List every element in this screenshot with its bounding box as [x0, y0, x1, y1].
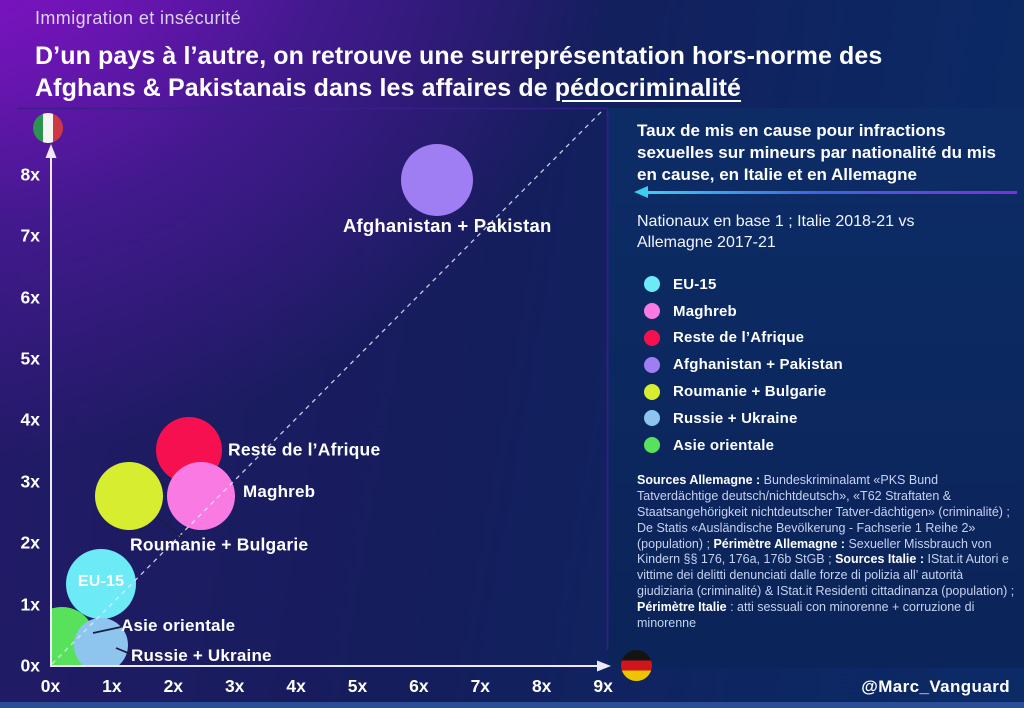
plot-area: [51, 108, 608, 666]
legend-item-asie-orientale: Asie orientale: [644, 432, 843, 459]
legend-item-reste-de-l-afrique: Reste de l’Afrique: [644, 325, 843, 352]
y-tick-1x: 1x: [20, 594, 40, 615]
author-handle: @Marc_Vanguard: [861, 677, 1010, 696]
legend-item-russie-ukraine: Russie + Ukraine: [644, 405, 843, 432]
perimetre-allemagne-label: Périmètre Allemagne :: [713, 536, 845, 551]
y-tick-7x: 7x: [20, 225, 40, 246]
legend-item-label: Roumanie + Bulgarie: [673, 383, 827, 401]
sources-allemagne-label: Sources Allemagne :: [637, 473, 761, 487]
bubble-afghanistan-pakistan: [400, 143, 473, 216]
x-tick-6x: 6x: [409, 676, 429, 696]
sources-text: Sources Allemagne : Bundeskriminalamt «P…: [637, 473, 1021, 632]
x-tick-9x: 9x: [593, 676, 613, 696]
x-tick-3x: 3x: [224, 676, 245, 696]
x-tick-2x: 2x: [163, 676, 184, 696]
sources-italie-body: IStat.it Autori e vittime dei delitti de…: [637, 552, 1015, 599]
bubble-label-eu-15: EU-15: [77, 573, 125, 590]
bubble-label-asie-orientale: Asie orientale: [121, 616, 236, 635]
y-tick-2x: 2x: [20, 532, 40, 553]
legend-item-eu-15: EU-15: [644, 271, 843, 298]
legend-dot-icon: [644, 437, 660, 454]
bubble-label-maghreb: Maghreb: [243, 482, 316, 501]
y-tick-5x: 5x: [20, 348, 40, 369]
germany-flag-icon: [621, 650, 652, 681]
y-tick-8x: 8x: [20, 164, 40, 185]
bubble-maghreb: [166, 461, 235, 530]
legend-dot-icon: [644, 303, 660, 320]
info-panel: Taux de mis en cause pour infractions se…: [608, 108, 1024, 668]
chart-title: Taux de mis en cause pour infractions se…: [637, 121, 997, 185]
gradient-arrow-line: [647, 191, 1017, 194]
x-tick-7x: 7x: [470, 676, 491, 696]
y-tick-0x: 0x: [20, 655, 40, 676]
bubble-label-russie-ukraine: Russie + Ukraine: [131, 646, 272, 665]
page-title: D’un pays à l’autre, on retrouve une sur…: [35, 40, 1015, 104]
bubble-label-roumanie-bulgarie: Roumanie + Bulgarie: [130, 534, 309, 555]
x-tick-4x: 4x: [286, 676, 306, 696]
legend-item-roumanie-bulgarie: Roumanie + Bulgarie: [644, 378, 843, 405]
legend: EU-15 Maghreb Reste de l’Afrique Afghanista…: [644, 271, 843, 459]
legend-item-label: Asie orientale: [673, 436, 775, 454]
legend-dot-icon: [644, 356, 660, 373]
title-line1: D’un pays à l’autre, on retrouve une sur…: [35, 42, 883, 70]
bubble-russie-ukraine: [73, 618, 128, 666]
sources-italie-label: Sources Italie :: [835, 552, 924, 567]
x-tick-8x: 8x: [531, 676, 552, 696]
legend-dot-icon: [644, 329, 660, 346]
legend-item-label: Afghanistan + Pakistan: [673, 356, 843, 374]
perimetre-italie-body: : atti sessuali con minorenne + corruzio…: [637, 600, 975, 630]
legend-dot-icon: [644, 383, 660, 400]
perimetre-allemagne-body: Sexueller Missbrauch von Kindern §§ 176,…: [637, 536, 992, 567]
legend-item-afghanistan-pakistan: Afghanistan + Pakistan: [644, 351, 843, 378]
title-underlined-word: pédocriminalité: [554, 74, 742, 102]
legend-dot-icon: [644, 276, 660, 293]
y-tick-4x: 4x: [20, 409, 40, 430]
legend-item-label: Maghreb: [673, 302, 737, 320]
legend-item-maghreb: Maghreb: [644, 298, 843, 325]
legend-dot-icon: [644, 410, 660, 427]
x-tick-0x: 0x: [40, 676, 61, 696]
legend-item-label: Reste de l’Afrique: [673, 329, 805, 347]
bottom-accent-strip: [0, 702, 1024, 708]
bubble-label-reste-de-l-afrique: Reste de l’Afrique: [228, 439, 381, 460]
bubble-roumanie-bulgarie: [95, 461, 164, 530]
kicker: Immigration et insécurité: [35, 8, 242, 28]
bubble-label-afghanistan-pakistan: Afghanistan + Pakistan: [343, 215, 552, 236]
title-line2-prefix: Afghans & Pakistanais dans les affaires …: [35, 74, 555, 102]
legend-item-label: Russie + Ukraine: [673, 409, 798, 427]
sources-allemagne-body: Bundeskriminalamt «PKS Bund Tatverdächti…: [637, 473, 1010, 551]
legend-item-label: EU-15: [673, 275, 717, 293]
arrow-left-icon: [634, 186, 648, 198]
chart-subtitle: Nationaux en base 1 ; Italie 2018-21 vs …: [637, 213, 915, 252]
y-tick-3x: 3x: [20, 471, 40, 492]
x-tick-1x: 1x: [102, 676, 122, 696]
y-tick-6x: 6x: [20, 287, 40, 308]
x-tick-5x: 5x: [347, 676, 368, 696]
perimetre-italie-label: Périmètre Italie: [637, 600, 727, 614]
italy-flag-icon: [33, 113, 63, 143]
